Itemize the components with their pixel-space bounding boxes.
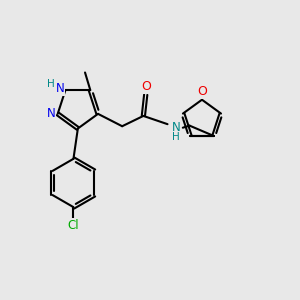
Text: N: N bbox=[56, 82, 64, 95]
Text: O: O bbox=[141, 80, 151, 93]
Text: H: H bbox=[47, 79, 55, 89]
Text: O: O bbox=[198, 85, 208, 98]
Text: Cl: Cl bbox=[68, 219, 79, 232]
Text: H: H bbox=[172, 131, 180, 142]
Text: N: N bbox=[171, 121, 180, 134]
Text: N: N bbox=[47, 107, 56, 120]
